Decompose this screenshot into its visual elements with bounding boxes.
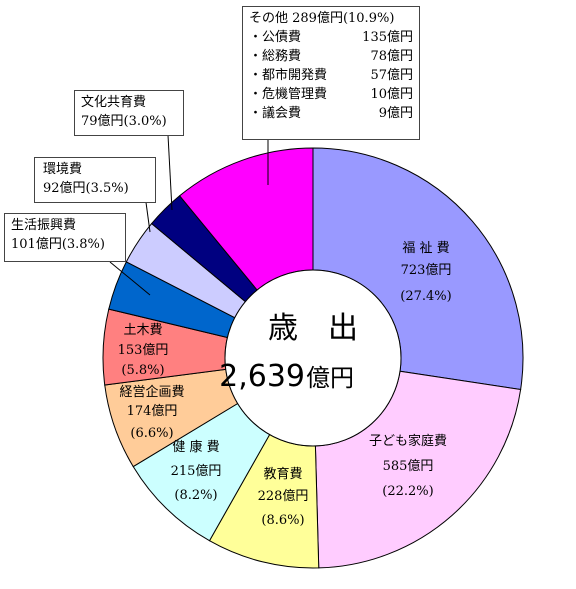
kankyo-amount: 92億円(3.5%)	[43, 181, 129, 196]
other-items-list: ・公債費 135億円・総務費 78億円・都市開発費 57億円・危機管理費 10億円・議会…	[249, 28, 413, 123]
label-fukushi-amount: 723億円	[401, 262, 452, 278]
other-header: その他 289億円(10.9%)	[249, 11, 395, 26]
label-kenko-amount: 215億円	[171, 463, 222, 479]
label-kodomo-pct: (22.2%)	[382, 484, 433, 499]
other-item: ・危機管理費 10億円	[249, 85, 413, 104]
label-kenko-pct: (8.2%)	[174, 488, 217, 503]
other-item: ・公債費 135億円	[249, 28, 413, 47]
other-item-name: ・総務費	[249, 49, 302, 64]
kankyo-name: 環境費	[43, 162, 83, 177]
label-kyoiku-pct: (8.6%)	[261, 513, 304, 528]
label-fukushi-pct: (27.4%)	[400, 289, 451, 304]
other-item-name: ・議会費	[249, 106, 302, 121]
label-keiei-pct: (6.6%)	[130, 426, 173, 441]
label-fukushi-name: 福 祉 費	[402, 241, 449, 256]
donut-hole	[224, 269, 402, 447]
other-item-name: ・都市開発費	[249, 68, 328, 83]
label-keiei-name: 経営企画費	[119, 384, 184, 400]
other-item-name: ・危機管理費	[249, 87, 328, 102]
other-item: ・総務費 78億円	[249, 47, 413, 66]
seikatsu-name: 生活振興費	[11, 218, 77, 233]
other-item: ・議会費 9億円	[249, 104, 413, 123]
seikatsu-callout: 生活振興費 101億円(3.8%)	[4, 213, 126, 262]
leader-seikatsu	[109, 261, 151, 296]
other-item-value: 57億円	[370, 68, 413, 83]
label-kyoiku-amount: 228億円	[258, 488, 309, 504]
other-item-value: 10億円	[370, 87, 413, 102]
kankyo-callout: 環境費 92億円(3.5%)	[34, 157, 156, 203]
label-keiei-amount: 174億円	[127, 403, 178, 419]
donut-slices	[102, 147, 524, 569]
other-breakdown-box: その他 289億円(10.9%) ・公債費 135億円・総務費 78億円・都市開発費…	[242, 6, 420, 140]
other-item-name: ・公債費	[249, 30, 302, 45]
leader-bunka	[167, 134, 173, 211]
other-item-value: 135億円	[362, 30, 413, 45]
label-doboku-amount: 153億円	[118, 342, 169, 358]
seikatsu-amount: 101億円(3.8%)	[11, 237, 105, 252]
bunka-name: 文化共育費	[81, 95, 147, 110]
center-title: 歳 出	[268, 311, 358, 346]
center-total: 2,639	[219, 359, 305, 394]
label-doboku-pct: (5.8%)	[121, 363, 164, 378]
center-unit: 億円	[306, 364, 354, 392]
label-kodomo-name: 子ども家庭費	[369, 433, 447, 449]
label-kodomo-amount: 585億円	[383, 458, 434, 474]
other-item-value: 78億円	[370, 49, 413, 64]
bunka-amount: 79億円(3.0%)	[81, 114, 167, 129]
label-kenko-name: 健 康 費	[172, 439, 219, 455]
bunka-callout: 文化共育費 79億円(3.0%)	[74, 90, 184, 136]
other-item-value: 9億円	[378, 106, 413, 121]
label-kyoiku-name: 教育費	[263, 466, 302, 482]
other-item: ・都市開発費 57億円	[249, 66, 413, 85]
label-doboku-name: 土木費	[123, 323, 162, 338]
